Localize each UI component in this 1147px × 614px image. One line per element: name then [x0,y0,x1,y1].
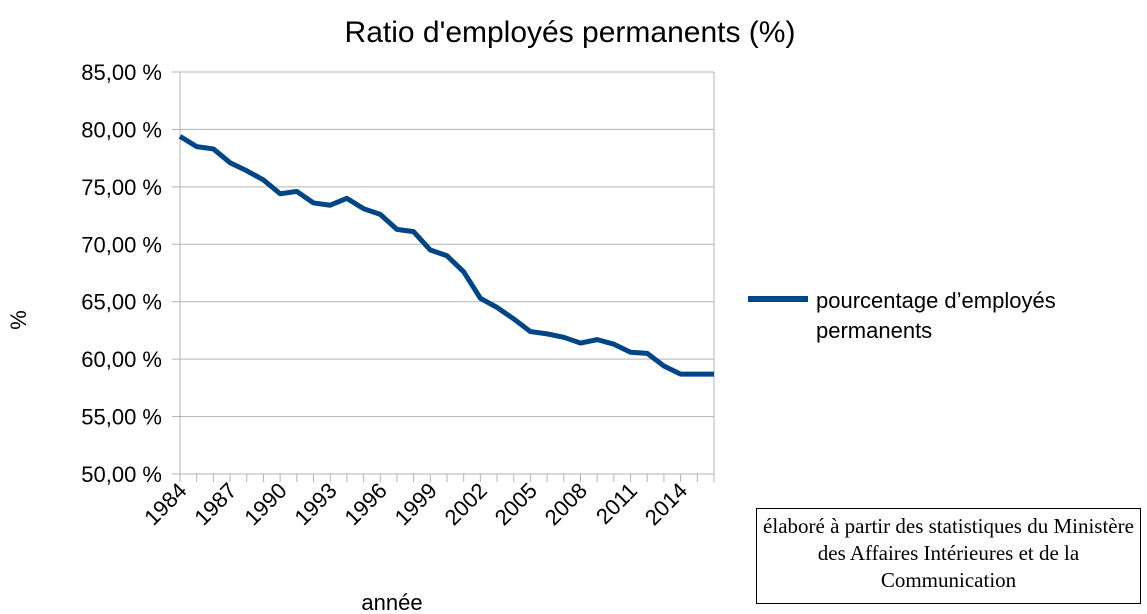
x-tick-label: 1993 [289,478,341,530]
chart-title: Ratio d'employés permanents (%) [345,16,796,49]
data-line [178,134,714,377]
y-tick-label: 65,00 % [81,290,162,315]
y-tick-label: 55,00 % [81,405,162,430]
x-tick-label: 2014 [640,478,692,530]
x-tick-label: 2005 [490,478,542,530]
y-tick-label: 80,00 % [81,117,162,142]
source-note: élaboré à partir des statistiques du Min… [756,508,1141,604]
y-tick-label: 85,00 % [81,60,162,85]
y-axis-label: % [6,310,31,330]
x-tick-label: 2011 [591,478,642,529]
y-tick-label: 60,00 % [81,347,162,372]
x-tick-label: 1996 [339,478,391,530]
x-tick-label: 1990 [239,478,291,530]
x-axis-label: année [361,590,422,614]
y-tick-label: 75,00 % [81,175,162,200]
x-tick-label: 2002 [440,478,492,530]
x-tick-label: 1987 [189,478,241,530]
legend-label: pourcentage d’employés permanents [816,288,1056,343]
y-tick-label: 70,00 % [81,232,162,257]
x-tick-label: 1999 [390,478,442,530]
y-tick-label: 50,00 % [81,462,162,487]
x-tick-label: 2008 [540,478,592,530]
